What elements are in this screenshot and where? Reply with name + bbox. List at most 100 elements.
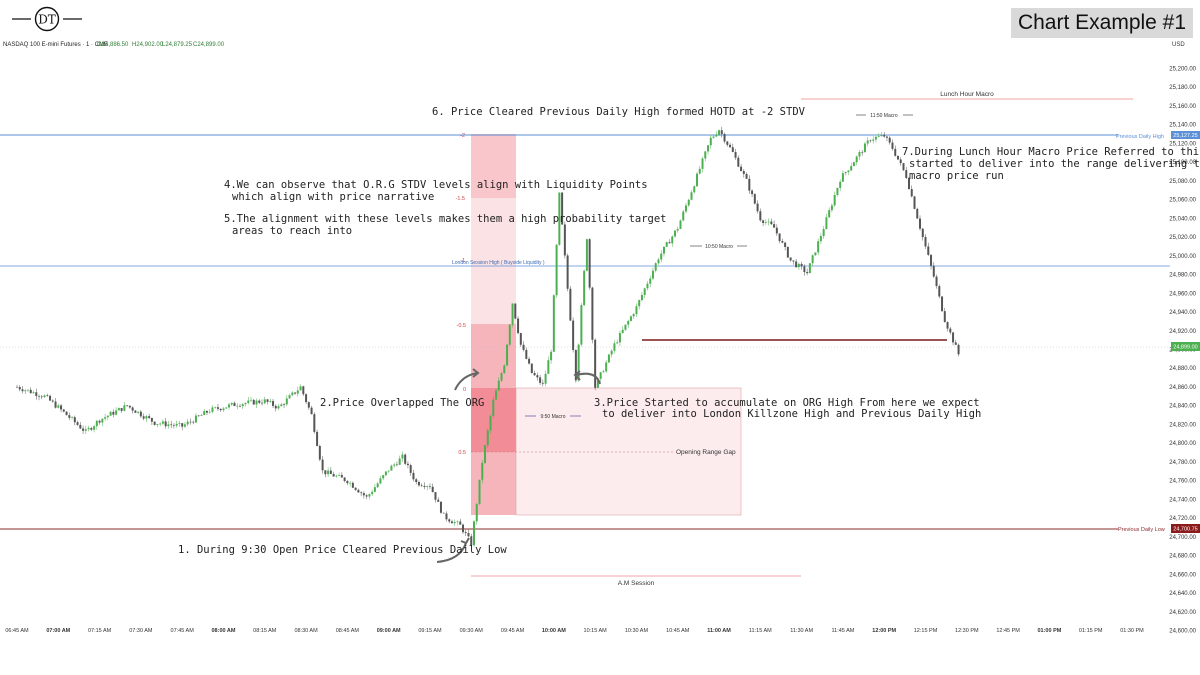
candle-body xyxy=(869,140,872,142)
candle-body xyxy=(497,380,500,391)
candle-body xyxy=(318,445,321,460)
candle-body xyxy=(139,411,142,417)
candle-body xyxy=(357,489,360,493)
candle-body xyxy=(104,417,107,419)
candle-body xyxy=(376,483,379,488)
candle-body xyxy=(679,220,682,229)
candle-body xyxy=(572,320,575,350)
candle-body xyxy=(555,244,558,296)
annotation-arrow-3-head xyxy=(573,370,581,381)
time-tick-label: 07:30 AM xyxy=(129,628,153,634)
dt-logo: DT xyxy=(12,6,82,32)
candle-body xyxy=(382,475,385,479)
candle-body xyxy=(274,405,277,409)
candle-body xyxy=(795,261,798,268)
time-tick-label: 09:30 AM xyxy=(460,628,484,634)
candle-body xyxy=(467,533,470,537)
price-tick-label: 24,780.00 xyxy=(1169,460,1196,466)
candle-body xyxy=(808,263,811,274)
candle-body xyxy=(654,263,657,271)
annotation-5-line-1: 5.The alignment with these levels makes … xyxy=(224,213,667,225)
prev-daily-low-label: Previous Daily Low xyxy=(1118,527,1165,533)
candle-body xyxy=(27,389,30,391)
candle-body xyxy=(957,344,960,355)
candle-body xyxy=(93,426,96,430)
prev-high-price-badge xyxy=(1171,131,1200,139)
time-tick-label: 10:45 AM xyxy=(666,628,690,634)
lunch-macro-label: Lunch Hour Macro xyxy=(940,91,994,98)
candle-body xyxy=(844,172,847,174)
candle-body xyxy=(599,372,602,379)
price-tick-label: 24,940.00 xyxy=(1169,310,1196,316)
candle-body xyxy=(877,136,880,137)
candle-body xyxy=(621,329,624,334)
candle-body xyxy=(219,408,222,411)
candle-body xyxy=(420,485,423,486)
prev-low-price-badge xyxy=(1171,524,1200,533)
candle-body xyxy=(891,142,894,149)
candle-body xyxy=(255,400,258,405)
candle-body xyxy=(283,404,286,405)
candle-body xyxy=(142,416,145,419)
candle-body xyxy=(729,144,732,148)
candle-body xyxy=(607,354,610,363)
candle-body xyxy=(280,404,283,407)
time-axis[interactable]: 06:45 AM 07:00 AM 07:15 AM 07:30 AM 07:45 AM… xyxy=(5,628,1144,634)
candle-body xyxy=(720,130,723,134)
candle-body xyxy=(629,316,632,321)
symbol-name: NASDAQ 100 E-mini Futures · 1 · CME xyxy=(3,42,108,48)
candle-body xyxy=(117,408,120,411)
candle-body xyxy=(415,479,418,482)
candle-body xyxy=(167,424,170,427)
candle-body xyxy=(828,210,831,218)
price-tick-label: 24,720.00 xyxy=(1169,516,1196,522)
candle-body xyxy=(65,411,68,416)
candle-body xyxy=(428,486,431,487)
time-tick-label: 11:15 AM xyxy=(749,628,772,634)
candle-body xyxy=(718,130,721,135)
candle-body xyxy=(850,166,853,171)
time-tick-label: 12:30 PM xyxy=(955,628,979,634)
candle-body xyxy=(899,159,902,164)
ohlc-close: C24,899.00 xyxy=(193,42,225,48)
candle-body xyxy=(101,418,104,423)
candle-body xyxy=(189,421,192,423)
candle-body xyxy=(327,470,330,475)
annotation-arrow-2 xyxy=(454,372,479,391)
candle-body xyxy=(731,147,734,152)
stdv-label: -1.5 xyxy=(456,196,465,202)
candle-body xyxy=(214,407,217,408)
price-tick-label: 24,620.00 xyxy=(1169,610,1196,616)
annotation-arrow-1-head xyxy=(460,537,470,545)
candle-body xyxy=(836,187,839,195)
candle-body xyxy=(646,283,649,289)
candle-body xyxy=(459,521,462,525)
candle-body xyxy=(552,295,555,352)
time-tick-label: 08:15 AM xyxy=(253,628,277,634)
candle-body xyxy=(354,487,357,490)
candle-body xyxy=(49,395,52,401)
candle-body xyxy=(775,227,778,234)
candle-body xyxy=(748,178,751,191)
candle-body xyxy=(657,259,660,264)
candle-body xyxy=(762,220,765,223)
candle-body xyxy=(651,270,654,279)
candle-body xyxy=(51,400,54,402)
candle-body xyxy=(935,276,938,287)
candle-body xyxy=(693,186,696,193)
candle-body xyxy=(200,415,203,416)
candle-body xyxy=(800,263,803,267)
candle-body xyxy=(687,199,690,206)
candle-body xyxy=(696,173,699,187)
candle-body xyxy=(335,475,338,477)
annotation-6: 6. Price Cleared Previous Daily High for… xyxy=(432,106,806,118)
candle-body xyxy=(536,375,539,378)
price-tick-label: 24,700.00 xyxy=(1169,535,1196,541)
candle-body xyxy=(514,303,517,319)
candle-body xyxy=(87,428,90,430)
candle-body xyxy=(649,278,652,284)
price-tick-label: 24,840.00 xyxy=(1169,404,1196,410)
candle-body xyxy=(825,217,828,230)
candle-body xyxy=(379,478,382,484)
